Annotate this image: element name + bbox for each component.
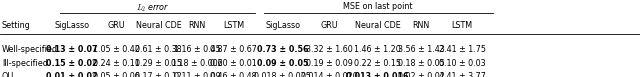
Text: Neural CDE: Neural CDE	[355, 21, 401, 30]
Text: 2.41 ± 1.75: 2.41 ± 1.75	[438, 45, 486, 54]
Text: GRU: GRU	[108, 21, 125, 30]
Text: 0.20 ± 0.01: 0.20 ± 0.01	[210, 59, 257, 68]
Text: 4.41 ± 3.77: 4.41 ± 3.77	[438, 72, 486, 77]
Text: 0.46 ± 0.48: 0.46 ± 0.48	[211, 72, 257, 77]
Text: Neural CDE: Neural CDE	[136, 21, 182, 30]
Text: 0.29 ± 0.15: 0.29 ± 0.15	[135, 59, 182, 68]
Text: 0.10 ± 0.03: 0.10 ± 0.03	[439, 59, 485, 68]
Text: SigLasso: SigLasso	[266, 21, 300, 30]
Text: OU: OU	[2, 72, 14, 77]
Text: 3.32 ± 1.60: 3.32 ± 1.60	[306, 45, 353, 54]
Text: 0.22 ± 0.15: 0.22 ± 0.15	[354, 59, 401, 68]
Text: 3.56 ± 1.43: 3.56 ± 1.43	[397, 45, 445, 54]
Text: LSTM: LSTM	[223, 21, 244, 30]
Text: MSE on last point: MSE on last point	[343, 2, 412, 11]
Text: 1.46 ± 1.20: 1.46 ± 1.20	[354, 45, 401, 54]
Text: Setting: Setting	[2, 21, 31, 30]
Text: $L_2$ error: $L_2$ error	[136, 2, 169, 14]
Text: 0.61 ± 0.38: 0.61 ± 0.38	[136, 45, 182, 54]
Text: 0.73 ± 0.56: 0.73 ± 0.56	[257, 45, 308, 54]
Text: 0.15 ± 0.02: 0.15 ± 0.02	[46, 59, 97, 68]
Text: RNN: RNN	[413, 21, 429, 30]
Text: 0.18 ± 0.05: 0.18 ± 0.05	[397, 59, 445, 68]
Text: 0.24 ± 0.11: 0.24 ± 0.11	[93, 59, 140, 68]
Text: GRU: GRU	[321, 21, 339, 30]
Text: 0.018 ± 0.025: 0.018 ± 0.025	[255, 72, 311, 77]
Text: 1.16 ± 0.45: 1.16 ± 0.45	[173, 45, 221, 54]
Text: 0.19 ± 0.09: 0.19 ± 0.09	[306, 59, 353, 68]
Text: 0.13 ± 0.07: 0.13 ± 0.07	[46, 45, 97, 54]
Text: 0.11 ± 0.09: 0.11 ± 0.09	[173, 72, 221, 77]
Text: Well-specified: Well-specified	[2, 45, 58, 54]
Text: RNN: RNN	[189, 21, 205, 30]
Text: 0.014 ± 0.020: 0.014 ± 0.020	[301, 72, 358, 77]
Text: 0.18 ± 0.006: 0.18 ± 0.006	[172, 59, 223, 68]
Text: LSTM: LSTM	[451, 21, 473, 30]
Text: 0.013 ± 0.016: 0.013 ± 0.016	[346, 72, 409, 77]
Text: 0.05 ± 0.06: 0.05 ± 0.06	[93, 72, 140, 77]
Text: 1.05 ± 0.42: 1.05 ± 0.42	[93, 45, 140, 54]
Text: 0.09 ± 0.05: 0.09 ± 0.05	[257, 59, 308, 68]
Text: Ill-specified: Ill-specified	[2, 59, 48, 68]
Text: 0.01 ± 0.02: 0.01 ± 0.02	[46, 72, 97, 77]
Text: SigLasso: SigLasso	[54, 21, 89, 30]
Text: 0.02 ± 0.02: 0.02 ± 0.02	[397, 72, 445, 77]
Text: 0.17 ± 0.12: 0.17 ± 0.12	[135, 72, 182, 77]
Text: 0.87 ± 0.67: 0.87 ± 0.67	[210, 45, 257, 54]
